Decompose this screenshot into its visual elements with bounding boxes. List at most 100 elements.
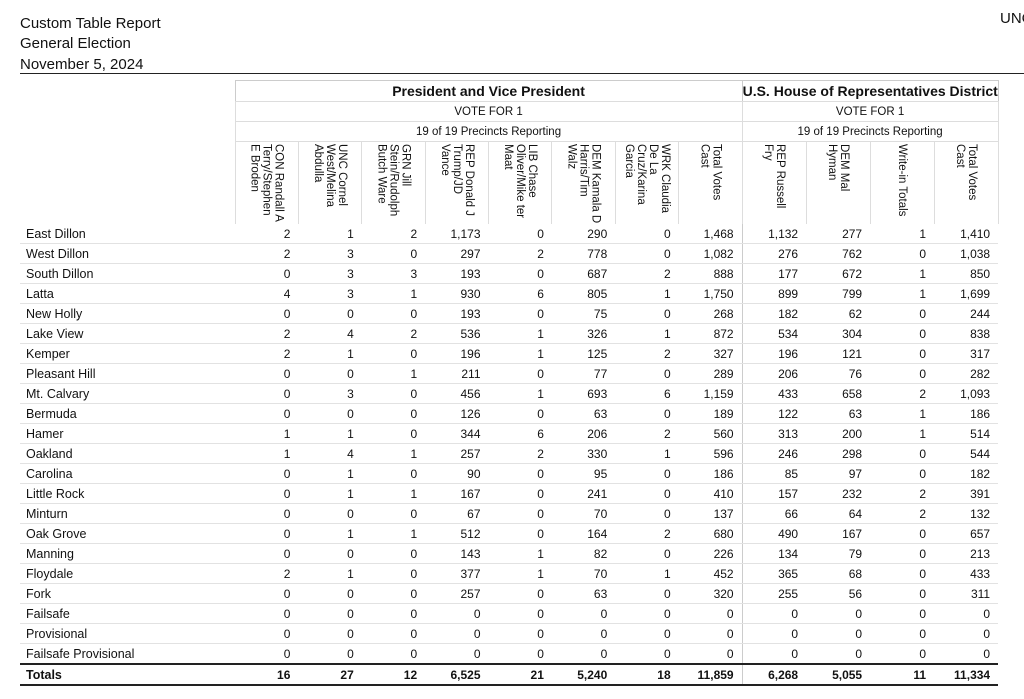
precinct-label: Totals xyxy=(20,663,235,686)
vote-count: 5,240 xyxy=(551,663,616,686)
vote-count: 0 xyxy=(361,303,426,324)
vote-count: 257 xyxy=(425,583,489,604)
vote-count: 12 xyxy=(361,663,426,686)
precinct-label: Oakland xyxy=(20,443,235,464)
vote-count: 255 xyxy=(741,583,807,604)
vote-count: 311 xyxy=(934,583,999,604)
precinct-label: South Dillon xyxy=(20,263,235,284)
vote-count: 0 xyxy=(678,623,743,644)
column-header: REP Donald J Trump/JD Vance xyxy=(438,144,475,217)
vote-count: 0 xyxy=(615,543,679,564)
vote-count: 0 xyxy=(361,343,426,364)
vote-count: 1 xyxy=(298,463,362,484)
column-header: WRK Claudia De La Cruz/Karina Garcia xyxy=(622,144,671,214)
vote-count: 4 xyxy=(298,443,362,464)
vote-count: 6 xyxy=(488,423,552,444)
vote-count: 6,268 xyxy=(741,663,807,686)
vote-count: 596 xyxy=(678,443,743,464)
vote-count: 0 xyxy=(235,603,299,624)
vote-count: 0 xyxy=(361,643,426,665)
vote-count: 18 xyxy=(615,663,679,686)
vote-count: 196 xyxy=(741,343,807,364)
vote-count: 0 xyxy=(235,263,299,284)
column-header-cell: CON Randall A Terry/Stephen E Broden xyxy=(234,141,299,224)
precinct-row: Carolina 0 1 0 90 0 95 0 186 85 97 0 182 xyxy=(20,463,999,484)
vote-count: 2 xyxy=(235,243,299,264)
vote-count: 850 xyxy=(934,263,999,284)
precinct-label: West Dillon xyxy=(20,243,235,264)
column-header-cell: REP Russell Fry xyxy=(741,141,807,224)
vote-count: 298 xyxy=(806,443,871,464)
precincts-reporting: 19 of 19 Precincts Reporting xyxy=(234,121,743,142)
vote-count: 838 xyxy=(934,323,999,344)
vote-count: 6 xyxy=(615,383,679,404)
vote-count: 0 xyxy=(870,243,935,264)
vote-count: 1 xyxy=(298,523,362,544)
vote-count: 0 xyxy=(551,623,616,644)
vote-count: 657 xyxy=(934,523,999,544)
vote-count: 805 xyxy=(551,283,616,304)
vote-count: 0 xyxy=(806,623,871,644)
vote-count: 0 xyxy=(741,643,807,665)
vote-count: 143 xyxy=(425,543,489,564)
vote-count: 2 xyxy=(870,383,935,404)
vote-count: 213 xyxy=(934,543,999,564)
vote-count: 0 xyxy=(551,603,616,624)
vote-count: 536 xyxy=(425,323,489,344)
vote-count: 241 xyxy=(551,483,616,504)
group-title: President and Vice President xyxy=(234,80,743,102)
vote-count: 1 xyxy=(615,443,679,464)
vote-count: 456 xyxy=(425,383,489,404)
vote-for: VOTE FOR 1 xyxy=(741,101,999,122)
column-header-cell: Write-in Totals xyxy=(869,141,935,224)
vote-count: 1 xyxy=(361,283,426,304)
vote-count: 121 xyxy=(806,343,871,364)
vote-count: 1 xyxy=(615,323,679,344)
vote-count: 232 xyxy=(806,483,871,504)
vote-count: 1 xyxy=(870,423,935,444)
vote-count: 189 xyxy=(678,403,743,424)
vote-count: 0 xyxy=(615,463,679,484)
vote-count: 1 xyxy=(298,423,362,444)
vote-count: 0 xyxy=(298,503,362,524)
vote-count: 452 xyxy=(678,563,743,584)
vote-count: 560 xyxy=(678,423,743,444)
vote-count: 193 xyxy=(425,303,489,324)
vote-count: 244 xyxy=(934,303,999,324)
vote-count: 290 xyxy=(551,224,616,244)
vote-count: 0 xyxy=(425,623,489,644)
vote-count: 899 xyxy=(741,283,807,304)
vote-count: 0 xyxy=(361,623,426,644)
vote-count: 1 xyxy=(615,283,679,304)
vote-count: 327 xyxy=(678,343,743,364)
column-header-cell: DEM Mal Hyman xyxy=(805,141,871,224)
vote-count: 0 xyxy=(615,643,679,665)
vote-count: 1 xyxy=(361,523,426,544)
vote-count: 125 xyxy=(551,343,616,364)
vote-count: 317 xyxy=(934,343,999,364)
vote-count: 97 xyxy=(806,463,871,484)
vote-count: 16 xyxy=(235,663,299,686)
column-header-cell: REP Donald J Trump/JD Vance xyxy=(424,141,490,224)
vote-count: 1 xyxy=(870,224,935,244)
column-header: UNC Cornel West/Melina Abdulla xyxy=(312,144,349,208)
vote-count: 2 xyxy=(361,323,426,344)
group-title: U.S. House of Representatives District 7 xyxy=(741,80,999,102)
vote-count: 0 xyxy=(870,603,935,624)
vote-count: 0 xyxy=(488,623,552,644)
precinct-label: Failsafe Provisional xyxy=(20,643,235,665)
vote-count: 5,055 xyxy=(806,663,871,686)
vote-count: 276 xyxy=(741,243,807,264)
vote-count: 3 xyxy=(298,243,362,264)
vote-count: 0 xyxy=(361,423,426,444)
column-header-cell: Total Votes Cast xyxy=(678,141,743,224)
vote-count: 257 xyxy=(425,443,489,464)
vote-count: 67 xyxy=(425,503,489,524)
vote-count: 289 xyxy=(678,363,743,384)
vote-count: 0 xyxy=(488,463,552,484)
precinct-label: Manning xyxy=(20,543,235,564)
vote-count: 186 xyxy=(934,403,999,424)
vote-count: 0 xyxy=(361,383,426,404)
vote-count: 326 xyxy=(551,323,616,344)
vote-count: 433 xyxy=(741,383,807,404)
